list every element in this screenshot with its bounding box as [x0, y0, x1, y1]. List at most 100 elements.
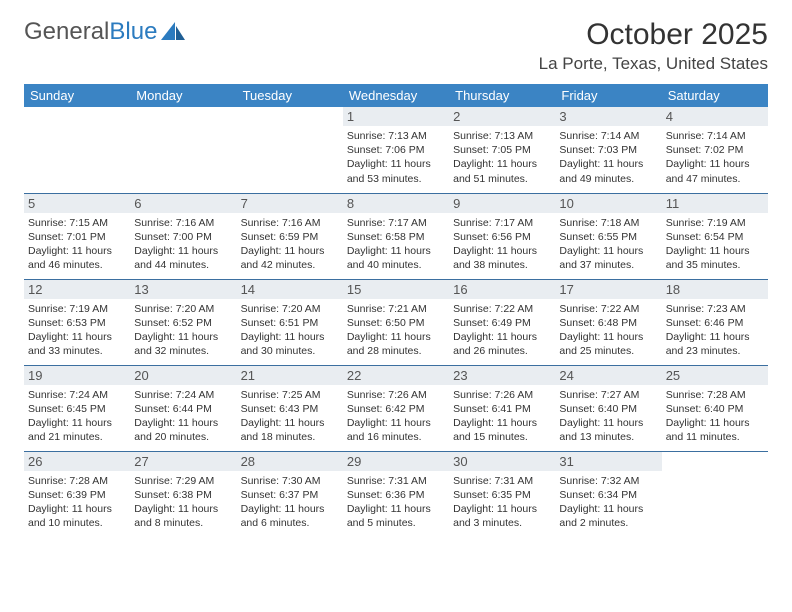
calendar-cell: 16 Sunrise: 7:22 AMSunset: 6:49 PMDayligh…: [449, 279, 555, 365]
day-info: Sunrise: 7:16 AMSunset: 7:00 PMDaylight:…: [134, 216, 232, 273]
day-info: Sunrise: 7:14 AMSunset: 7:03 PMDaylight:…: [559, 129, 657, 186]
day-info: Sunrise: 7:28 AMSunset: 6:39 PMDaylight:…: [28, 474, 126, 531]
calendar-cell: 6 Sunrise: 7:16 AMSunset: 7:00 PMDaylight…: [130, 193, 236, 279]
calendar-cell: 27 Sunrise: 7:29 AMSunset: 6:38 PMDayligh…: [130, 451, 236, 537]
day-number: 28: [237, 452, 343, 471]
day-info: Sunrise: 7:24 AMSunset: 6:45 PMDaylight:…: [28, 388, 126, 445]
weekday-header: Thursday: [449, 84, 555, 107]
day-info: Sunrise: 7:16 AMSunset: 6:59 PMDaylight:…: [241, 216, 339, 273]
day-info: Sunrise: 7:24 AMSunset: 6:44 PMDaylight:…: [134, 388, 232, 445]
calendar-table: SundayMondayTuesdayWednesdayThursdayFrid…: [24, 84, 768, 537]
logo-text-2: Blue: [109, 18, 157, 46]
day-info: Sunrise: 7:29 AMSunset: 6:38 PMDaylight:…: [134, 474, 232, 531]
weekday-header: Friday: [555, 84, 661, 107]
calendar-cell: 19 Sunrise: 7:24 AMSunset: 6:45 PMDayligh…: [24, 365, 130, 451]
day-info: Sunrise: 7:17 AMSunset: 6:58 PMDaylight:…: [347, 216, 445, 273]
calendar-cell: 23Sunrise: 7:26 AMSunset: 6:41 PMDayligh…: [449, 365, 555, 451]
day-info: Sunrise: 7:30 AMSunset: 6:37 PMDaylight:…: [241, 474, 339, 531]
day-number: 2: [449, 107, 555, 126]
weekday-header: Saturday: [662, 84, 768, 107]
weekday-header: Tuesday: [237, 84, 343, 107]
logo-text-1: General: [24, 18, 109, 46]
day-number: 11: [662, 194, 768, 213]
day-number: 26: [24, 452, 130, 471]
calendar-cell: 7 Sunrise: 7:16 AMSunset: 6:59 PMDaylight…: [237, 193, 343, 279]
day-info: Sunrise: 7:28 AMSunset: 6:40 PMDaylight:…: [666, 388, 764, 445]
day-number: 13: [130, 280, 236, 299]
calendar-cell: 28 Sunrise: 7:30 AMSunset: 6:37 PMDayligh…: [237, 451, 343, 537]
day-info: Sunrise: 7:31 AMSunset: 6:35 PMDaylight:…: [453, 474, 551, 531]
calendar-row: 26 Sunrise: 7:28 AMSunset: 6:39 PMDayligh…: [24, 451, 768, 537]
calendar-cell: 29 Sunrise: 7:31 AMSunset: 6:36 PMDayligh…: [343, 451, 449, 537]
title-block: October 2025 La Porte, Texas, United Sta…: [539, 18, 768, 74]
calendar-cell: 14Sunrise: 7:20 AMSunset: 6:51 PMDayligh…: [237, 279, 343, 365]
day-number: 6: [130, 194, 236, 213]
calendar-cell: 18Sunrise: 7:23 AMSunset: 6:46 PMDayligh…: [662, 279, 768, 365]
day-number: 9: [449, 194, 555, 213]
day-info: Sunrise: 7:15 AMSunset: 7:01 PMDaylight:…: [28, 216, 126, 273]
calendar-cell: 31Sunrise: 7:32 AMSunset: 6:34 PMDayligh…: [555, 451, 661, 537]
day-number: 1: [343, 107, 449, 126]
day-number: 19: [24, 366, 130, 385]
day-info: Sunrise: 7:31 AMSunset: 6:36 PMDaylight:…: [347, 474, 445, 531]
calendar-cell: 21Sunrise: 7:25 AMSunset: 6:43 PMDayligh…: [237, 365, 343, 451]
day-info: Sunrise: 7:18 AMSunset: 6:55 PMDaylight:…: [559, 216, 657, 273]
calendar-cell: 10Sunrise: 7:18 AMSunset: 6:55 PMDayligh…: [555, 193, 661, 279]
day-number: 21: [237, 366, 343, 385]
day-number: 22: [343, 366, 449, 385]
weekday-header: Sunday: [24, 84, 130, 107]
calendar-cell: 22 Sunrise: 7:26 AMSunset: 6:42 PMDayligh…: [343, 365, 449, 451]
calendar-cell: 12Sunrise: 7:19 AMSunset: 6:53 PMDayligh…: [24, 279, 130, 365]
calendar-cell: 2Sunrise: 7:13 AMSunset: 7:05 PMDaylight…: [449, 107, 555, 193]
calendar-cell: 17Sunrise: 7:22 AMSunset: 6:48 PMDayligh…: [555, 279, 661, 365]
calendar-cell: [130, 107, 236, 193]
day-number: 30: [449, 452, 555, 471]
calendar-body: 1 Sunrise: 7:13 AMSunset: 7:06 PMDaylight…: [24, 107, 768, 537]
calendar-cell: [662, 451, 768, 537]
day-number: 5: [24, 194, 130, 213]
day-number: 27: [130, 452, 236, 471]
logo-sail-icon: [161, 22, 187, 42]
calendar-cell: 4 Sunrise: 7:14 AMSunset: 7:02 PMDaylight…: [662, 107, 768, 193]
day-info: Sunrise: 7:21 AMSunset: 6:50 PMDaylight:…: [347, 302, 445, 359]
day-number: 7: [237, 194, 343, 213]
day-number: 17: [555, 280, 661, 299]
calendar-cell: 5 Sunrise: 7:15 AMSunset: 7:01 PMDaylight…: [24, 193, 130, 279]
calendar-cell: 30 Sunrise: 7:31 AMSunset: 6:35 PMDayligh…: [449, 451, 555, 537]
calendar-cell: 26 Sunrise: 7:28 AMSunset: 6:39 PMDayligh…: [24, 451, 130, 537]
calendar-cell: [24, 107, 130, 193]
day-number: 8: [343, 194, 449, 213]
calendar-cell: 8 Sunrise: 7:17 AMSunset: 6:58 PMDaylight…: [343, 193, 449, 279]
day-number: 16: [449, 280, 555, 299]
day-info: Sunrise: 7:22 AMSunset: 6:49 PMDaylight:…: [453, 302, 551, 359]
calendar-cell: 9Sunrise: 7:17 AMSunset: 6:56 PMDaylight…: [449, 193, 555, 279]
weekday-header: Monday: [130, 84, 236, 107]
day-info: Sunrise: 7:26 AMSunset: 6:41 PMDaylight:…: [453, 388, 551, 445]
calendar-row: 5 Sunrise: 7:15 AMSunset: 7:01 PMDaylight…: [24, 193, 768, 279]
day-number: 18: [662, 280, 768, 299]
logo: GeneralBlue: [24, 18, 187, 46]
day-number: 24: [555, 366, 661, 385]
day-info: Sunrise: 7:13 AMSunset: 7:06 PMDaylight:…: [347, 129, 445, 186]
calendar-cell: 11Sunrise: 7:19 AMSunset: 6:54 PMDayligh…: [662, 193, 768, 279]
calendar-cell: [237, 107, 343, 193]
day-number: 3: [555, 107, 661, 126]
day-number: 25: [662, 366, 768, 385]
header: GeneralBlue October 2025 La Porte, Texas…: [24, 18, 768, 74]
day-number: 29: [343, 452, 449, 471]
calendar-row: 12Sunrise: 7:19 AMSunset: 6:53 PMDayligh…: [24, 279, 768, 365]
location: La Porte, Texas, United States: [539, 54, 768, 74]
day-info: Sunrise: 7:14 AMSunset: 7:02 PMDaylight:…: [666, 129, 764, 186]
day-number: 20: [130, 366, 236, 385]
calendar-cell: 20 Sunrise: 7:24 AMSunset: 6:44 PMDayligh…: [130, 365, 236, 451]
day-info: Sunrise: 7:20 AMSunset: 6:52 PMDaylight:…: [134, 302, 232, 359]
calendar-cell: 15 Sunrise: 7:21 AMSunset: 6:50 PMDayligh…: [343, 279, 449, 365]
weekday-header: Wednesday: [343, 84, 449, 107]
day-info: Sunrise: 7:27 AMSunset: 6:40 PMDaylight:…: [559, 388, 657, 445]
day-number: 14: [237, 280, 343, 299]
calendar-cell: 1 Sunrise: 7:13 AMSunset: 7:06 PMDaylight…: [343, 107, 449, 193]
day-info: Sunrise: 7:26 AMSunset: 6:42 PMDaylight:…: [347, 388, 445, 445]
day-number: 4: [662, 107, 768, 126]
day-number: 15: [343, 280, 449, 299]
day-info: Sunrise: 7:32 AMSunset: 6:34 PMDaylight:…: [559, 474, 657, 531]
